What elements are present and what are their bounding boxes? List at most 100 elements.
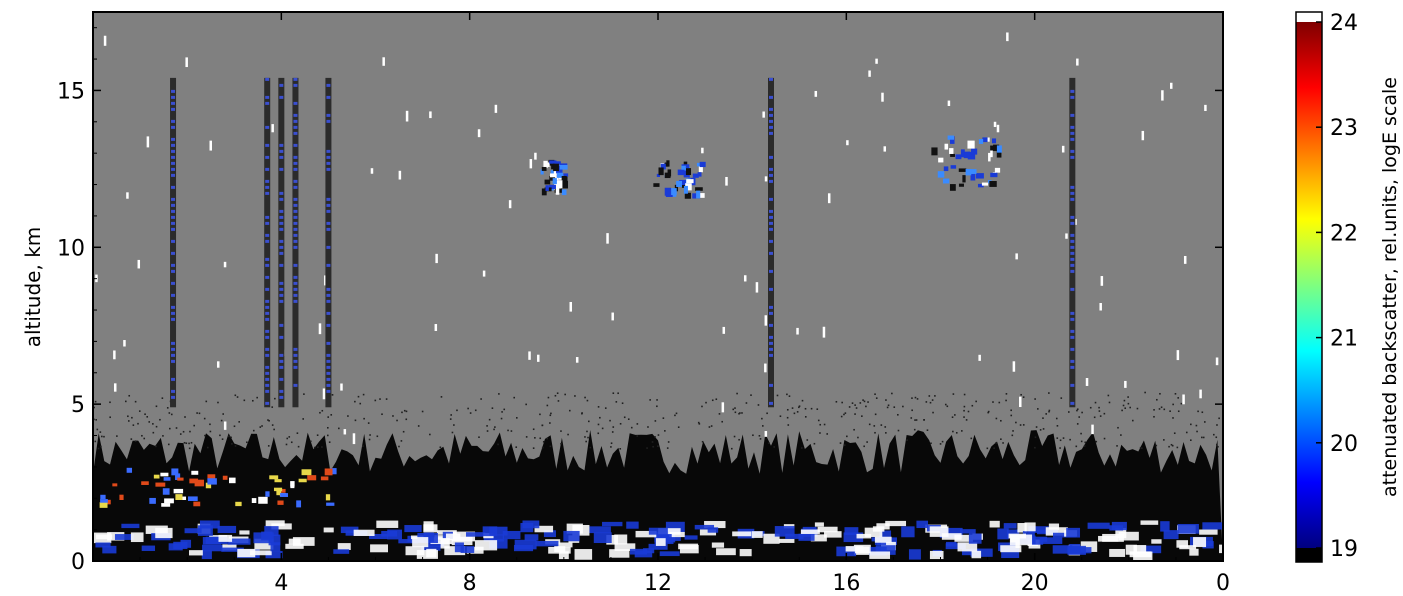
colorbar-ticks: 19 20 21 22 23 24 — [1316, 11, 1358, 562]
noise-mark — [988, 152, 991, 162]
profile-column-cell — [171, 173, 176, 177]
noise-speck — [757, 404, 760, 406]
low-cloud-patch — [798, 533, 815, 541]
noise-mark — [1061, 145, 1065, 153]
noise-speck — [549, 414, 552, 417]
low-cloud-patch — [614, 534, 628, 545]
low-cloud-patch — [1045, 527, 1068, 536]
noise-speck — [1108, 401, 1111, 404]
profile-column-cell — [1070, 287, 1075, 291]
noise-speck — [152, 423, 154, 425]
low-cloud-patch — [658, 528, 681, 535]
noise-speck — [1168, 445, 1170, 448]
upper-cloud-patch — [191, 470, 199, 475]
noise-speck — [1093, 416, 1096, 419]
profile-column-cell — [171, 203, 176, 207]
noise-speck — [609, 419, 611, 422]
noise-speck — [841, 401, 843, 404]
profile-column-cell — [326, 197, 331, 201]
colorbar-under — [1296, 548, 1322, 562]
noise-speck — [261, 425, 263, 427]
profile-column-cell — [171, 293, 176, 297]
low-cloud-patch — [221, 547, 244, 552]
noise-speck — [874, 431, 876, 434]
noise-speck — [788, 395, 791, 397]
profile-column-cell — [265, 287, 270, 291]
noise-speck — [581, 412, 583, 415]
noise-speck — [542, 440, 545, 443]
low-cloud-patch — [684, 535, 698, 540]
noise-mark — [1215, 357, 1219, 366]
noise-speck — [941, 440, 944, 443]
noise-speck — [759, 438, 762, 440]
cirrus-patch — [990, 172, 998, 178]
noise-speck — [251, 399, 254, 402]
cirrus-patch — [938, 157, 944, 163]
upper-cloud-patch — [207, 478, 217, 485]
noise-speck — [560, 442, 562, 445]
noise-speck — [498, 393, 500, 395]
noise-mark — [846, 140, 849, 146]
noise-speck — [804, 416, 807, 418]
noise-speck — [317, 446, 319, 448]
profile-column-cell — [171, 281, 176, 285]
profile-column-cell — [326, 203, 331, 207]
noise-speck — [733, 435, 736, 438]
profile-column-cell — [293, 203, 298, 207]
profile-column-cell — [1070, 155, 1075, 159]
upper-cloud-patch — [126, 467, 133, 473]
low-cloud-patch — [95, 542, 111, 548]
noise-mark — [743, 275, 747, 282]
noise-speck — [417, 425, 420, 427]
noise-mark — [318, 323, 322, 335]
low-cloud-patch — [261, 531, 273, 541]
low-cloud-patch — [643, 548, 655, 554]
cirrus-patch — [549, 175, 556, 181]
noise-speck — [923, 419, 925, 421]
profile-column-cell — [326, 353, 331, 357]
noise-speck — [913, 428, 916, 431]
low-cloud-patch — [810, 534, 827, 542]
noise-speck — [897, 429, 900, 432]
noise-speck — [732, 408, 735, 411]
profile-column-cell — [171, 269, 176, 273]
profile-column-cell — [769, 221, 773, 225]
profile-column-cell — [279, 155, 284, 159]
low-cloud-patch — [1003, 523, 1017, 529]
upper-cloud-patch — [280, 493, 289, 497]
profile-column-cell — [279, 365, 284, 369]
cirrus-patch — [958, 183, 964, 187]
y-axis-ticks: 0 5 10 15 — [57, 27, 1223, 575]
profile-column-cell — [171, 251, 176, 255]
noise-speck — [367, 422, 370, 424]
noise-speck — [547, 396, 550, 399]
noise-mark — [370, 168, 374, 174]
noise-speck — [1010, 409, 1012, 412]
noise-speck — [786, 393, 788, 396]
cirrus-patch — [658, 167, 664, 176]
noise-mark — [123, 340, 126, 347]
low-cloud-patch — [665, 521, 685, 533]
upper-cloud-patch — [171, 468, 179, 476]
low-cloud-patch — [1031, 539, 1044, 545]
noise-speck — [144, 413, 146, 416]
noise-speck — [750, 394, 752, 396]
profile-column-cell — [293, 131, 298, 135]
noise-mark — [978, 354, 981, 361]
profile-column-cell — [279, 395, 284, 399]
low-cloud-patch — [285, 543, 304, 549]
noise-speck — [97, 447, 100, 450]
noise-speck — [867, 401, 869, 403]
cirrus-patch — [967, 151, 976, 160]
noise-speck — [374, 399, 377, 402]
profile-column-cell — [1070, 401, 1075, 405]
noise-speck — [766, 412, 768, 415]
noise-mark — [1170, 82, 1173, 89]
low-cloud-patch — [606, 534, 619, 545]
cirrus-patch — [666, 160, 670, 167]
cirrus-patch — [544, 179, 551, 185]
noise-mark — [1006, 32, 1009, 42]
cirrus-patch — [656, 173, 661, 177]
noise-speck — [619, 448, 622, 450]
low-cloud-patch — [929, 550, 944, 560]
